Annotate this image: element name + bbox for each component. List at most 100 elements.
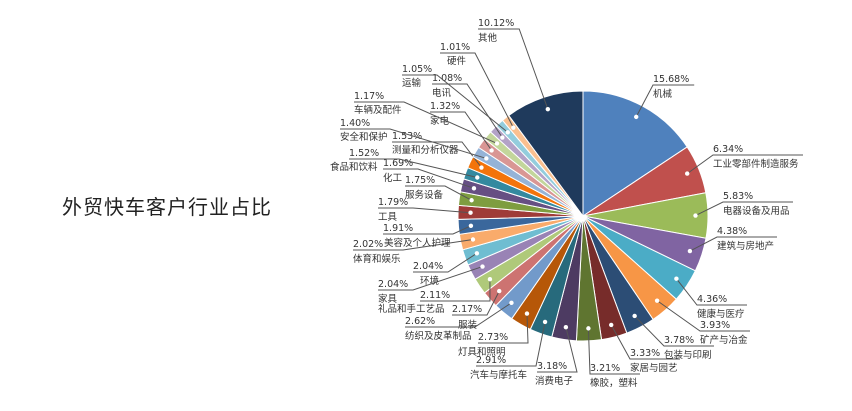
data-label-percent: 2.11% bbox=[420, 290, 450, 301]
data-label-category: 车辆及配件 bbox=[354, 104, 402, 116]
data-label-percent: 2.04% bbox=[413, 261, 443, 272]
data-label-category: 硬件 bbox=[447, 55, 467, 67]
data-label-percent: 1.69% bbox=[383, 158, 413, 169]
data-label-percent: 2.73% bbox=[478, 332, 508, 343]
leader-line bbox=[420, 279, 491, 302]
leader-line bbox=[634, 315, 714, 347]
data-label-category: 家电 bbox=[430, 115, 450, 127]
leader-dot bbox=[468, 210, 473, 215]
data-label-category: 礼品和手工艺品 bbox=[378, 303, 445, 315]
leader-dot bbox=[654, 298, 660, 303]
data-label-percent: 4.36% bbox=[697, 294, 727, 305]
leader-line bbox=[695, 201, 793, 216]
data-label-percent: 1.17% bbox=[354, 91, 384, 102]
data-label-category: 食品和饮料 bbox=[330, 161, 378, 173]
data-label-category: 灯具和照明 bbox=[458, 347, 506, 358]
data-label-percent: 2.02% bbox=[353, 239, 383, 250]
leader-dot bbox=[545, 106, 551, 112]
data-label-percent: 1.05% bbox=[402, 64, 432, 75]
leader-dot bbox=[475, 175, 480, 180]
data-label-category: 测量和分析仪器 bbox=[392, 144, 459, 156]
leader-dot bbox=[480, 264, 485, 269]
data-label-category: 矿产与冶金 bbox=[700, 334, 748, 346]
leader-line bbox=[405, 302, 512, 328]
chart-title: 外贸快车客户行业占比 bbox=[62, 195, 272, 219]
leader-line bbox=[587, 328, 640, 375]
leader-dot bbox=[586, 326, 591, 331]
data-label-percent: 1.08% bbox=[432, 73, 462, 84]
data-label-category: 工具 bbox=[378, 212, 398, 223]
data-label-category: 工业零部件制造服务 bbox=[713, 158, 799, 170]
leader-line bbox=[349, 158, 478, 178]
data-label-category: 美容及个人护理 bbox=[384, 237, 451, 249]
leader-dot bbox=[634, 114, 639, 120]
data-label-percent: 6.34% bbox=[713, 144, 743, 155]
data-label-category: 纺织及皮革制品 bbox=[405, 330, 472, 342]
leader-dot bbox=[471, 186, 477, 191]
leader-line bbox=[635, 84, 695, 118]
data-label-category: 服装 bbox=[458, 319, 478, 331]
leader-dot bbox=[497, 288, 502, 294]
leader-dot bbox=[685, 171, 690, 176]
leader-line bbox=[478, 28, 549, 110]
data-label-percent: 1.91% bbox=[383, 223, 413, 234]
data-label-category: 电器设备及用品 bbox=[723, 205, 790, 217]
leader-line bbox=[378, 266, 483, 291]
data-label-category: 橡胶，塑料 bbox=[590, 377, 638, 389]
data-label-category: 环境 bbox=[420, 275, 440, 287]
data-label-percent: 1.53% bbox=[392, 131, 422, 142]
leader-dot bbox=[687, 248, 693, 254]
leader-dot bbox=[509, 300, 514, 306]
leader-dot bbox=[484, 156, 489, 161]
data-label-percent: 1.79% bbox=[378, 197, 408, 208]
leader-line bbox=[686, 154, 803, 175]
data-label-percent: 2.91% bbox=[476, 355, 506, 366]
data-label-percent: 3.18% bbox=[537, 361, 567, 372]
leader-line bbox=[610, 324, 680, 360]
leader-line bbox=[413, 252, 478, 273]
leader-dot bbox=[469, 198, 474, 203]
data-label-percent: 4.38% bbox=[717, 226, 747, 237]
data-label-percent: 3.33% bbox=[630, 348, 660, 359]
leader-line bbox=[689, 236, 777, 252]
leader-line bbox=[676, 278, 747, 306]
leader-line bbox=[440, 52, 514, 128]
data-label-category: 建筑与房地产 bbox=[717, 240, 774, 252]
data-label-percent: 2.04% bbox=[378, 279, 408, 290]
data-label-percent: 5.83% bbox=[723, 191, 753, 202]
leader-line bbox=[432, 83, 503, 138]
leader-dot bbox=[505, 130, 510, 135]
leader-dot bbox=[474, 251, 480, 256]
leader-dot bbox=[479, 165, 484, 170]
leader-line bbox=[340, 128, 487, 159]
leader-dot bbox=[487, 277, 493, 282]
leader-dot bbox=[563, 324, 569, 330]
leader-line bbox=[353, 239, 474, 251]
leader-dot bbox=[494, 141, 500, 146]
data-label-percent: 10.12% bbox=[478, 18, 514, 29]
leader-dot bbox=[468, 223, 474, 228]
leader-dot bbox=[609, 322, 614, 328]
data-label-percent: 1.52% bbox=[349, 148, 379, 159]
data-label-category: 家具 bbox=[378, 293, 398, 305]
leader-dot bbox=[500, 135, 505, 140]
leader-line bbox=[392, 141, 482, 168]
data-label-percent: 3.21% bbox=[590, 363, 620, 374]
leader-dot bbox=[470, 237, 476, 242]
data-label-percent: 2.62% bbox=[405, 316, 435, 327]
data-label-category: 包装与印刷 bbox=[664, 349, 712, 361]
data-label-percent: 3.78% bbox=[664, 335, 694, 346]
data-label-category: 运输 bbox=[402, 77, 422, 89]
leader-line bbox=[537, 327, 578, 373]
data-label-percent: 15.68% bbox=[653, 74, 689, 85]
data-label-category: 安全和保护 bbox=[340, 131, 388, 143]
leader-line bbox=[452, 290, 500, 316]
leader-dot bbox=[489, 148, 494, 153]
leader-line bbox=[383, 168, 475, 189]
leader-line bbox=[478, 313, 529, 344]
data-label-category: 其他 bbox=[478, 32, 498, 44]
data-label-category: 汽车与摩托车 bbox=[470, 369, 527, 381]
leader-line bbox=[354, 101, 498, 144]
data-label-category: 健康与医疗 bbox=[697, 308, 745, 320]
leader-dot bbox=[524, 311, 530, 316]
